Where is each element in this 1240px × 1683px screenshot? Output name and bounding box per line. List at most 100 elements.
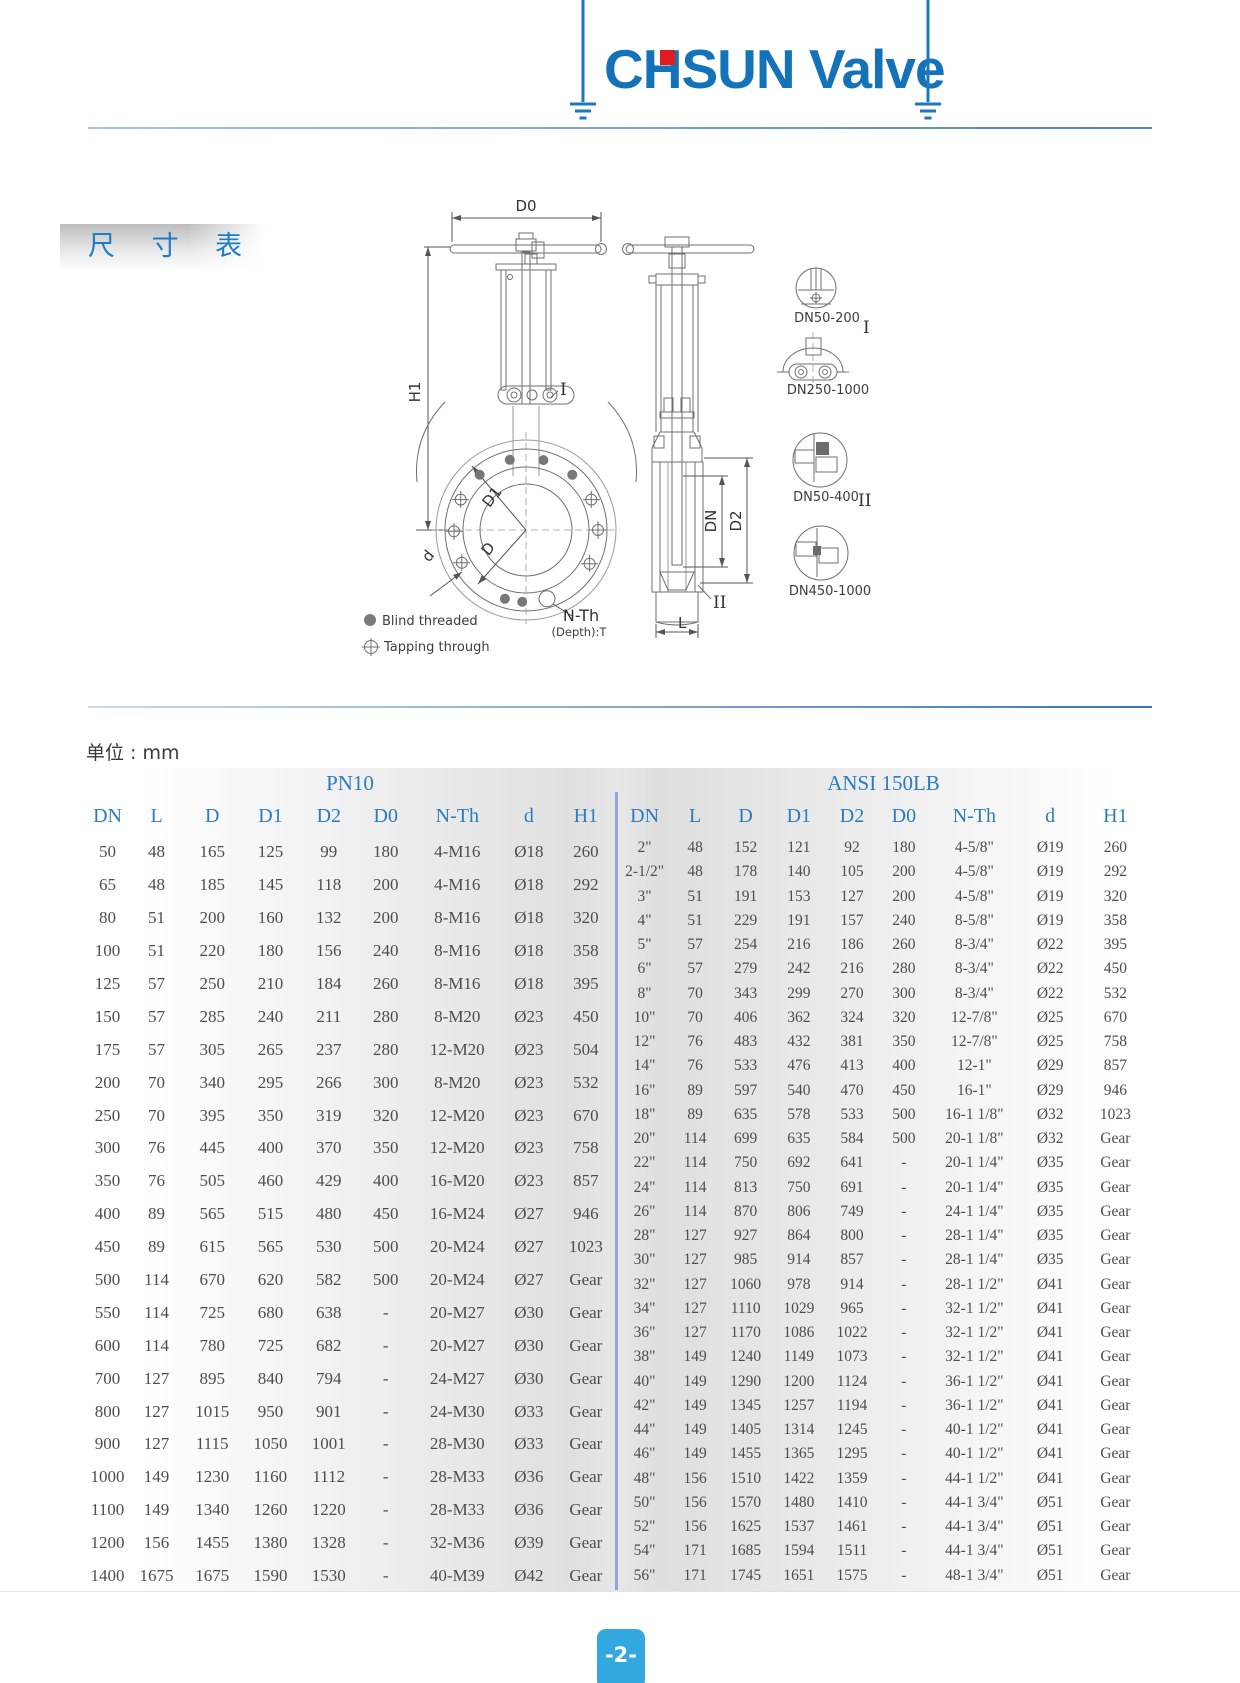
table-cell: 44-1 3/4" <box>945 1493 1004 1511</box>
table-cell: 24-1 1/4" <box>945 1202 1004 1220</box>
table-cell: 500 <box>373 1270 399 1290</box>
table-cell: 100 <box>94 941 121 961</box>
table-row: 14" 76 533 476 413 400 12-1" Ø29 857 <box>618 1054 1150 1078</box>
table-cell: 946 <box>573 1204 599 1224</box>
column-header: DN <box>93 804 122 827</box>
table-cell: 44-1 1/2" <box>945 1469 1004 1487</box>
table-cell: 1194 <box>836 1396 868 1414</box>
table-row: 175 57 305 265 237 280 12-M20 Ø23 504 <box>85 1033 615 1066</box>
table-cell: Gear <box>1100 1566 1131 1584</box>
table-cell: 127 <box>143 1368 170 1388</box>
table-cell: Ø41 <box>1036 1275 1064 1293</box>
table-cell: 292 <box>1103 863 1127 881</box>
table-cell: Ø33 <box>514 1434 544 1454</box>
table-cell: 1160 <box>253 1467 288 1487</box>
table-cell: 46" <box>633 1445 656 1463</box>
table-cell: 180 <box>257 941 284 961</box>
table-cell: 51 <box>687 911 703 929</box>
pn10-title: PN10 <box>326 771 374 795</box>
header-divider <box>88 127 1152 129</box>
table-cell: Gear <box>569 1302 603 1322</box>
table-cell: 44-1 3/4" <box>945 1542 1004 1560</box>
table-cell: Ø19 <box>1036 887 1064 905</box>
table-cell: 149 <box>683 1396 707 1414</box>
column-header: L <box>689 804 702 827</box>
table-cell: 200 <box>892 887 916 905</box>
table-cell: 305 <box>199 1039 225 1059</box>
table-cell: 125 <box>94 974 121 993</box>
table-cell: 32-M36 <box>429 1533 485 1553</box>
table-cell: 395 <box>1103 936 1127 954</box>
table-row: 500 114 670 620 582 500 20-M24 Ø27 Gear <box>85 1264 615 1297</box>
table-cell: 699 <box>734 1130 758 1148</box>
table-row: 1200 156 1455 1380 1328 - 32-M36 Ø39 Gear <box>85 1527 615 1560</box>
table-cell: Gear <box>1100 1275 1131 1293</box>
table-cell: 26" <box>633 1202 656 1220</box>
table-cell: 532 <box>1103 984 1127 1002</box>
table-cell: Ø29 <box>1036 1081 1064 1099</box>
table-cell: 260 <box>573 842 599 862</box>
table-cell: 1023 <box>568 1237 603 1257</box>
detail-dn250-1000-label: DN250-1000 <box>787 383 869 398</box>
dimension-tables: PN10 ANSI 150LB DN L D D1 D2 D0 N-Th d H1 50 48 16… <box>85 768 1150 1592</box>
table-cell: 319 <box>316 1105 342 1125</box>
table-row: 50" 156 1570 1480 1410 - 44-1 3/4" Ø51 Gear <box>618 1491 1150 1515</box>
table-cell: 40-1 1/2" <box>945 1421 1004 1439</box>
table-cell: 1625 <box>730 1518 762 1536</box>
table-cell: Ø35 <box>1036 1202 1064 1220</box>
ansi-table-body: 2" 48 152 121 92 180 4-5/8" Ø19 260 2-1/2" 48 178 14… <box>618 836 1150 1588</box>
table-cell: 48" <box>633 1469 656 1487</box>
table-cell: 914 <box>840 1275 864 1293</box>
table-cell: 250 <box>199 974 225 993</box>
table-cell: 76 <box>148 1171 166 1191</box>
table-cell: Ø42 <box>514 1566 544 1586</box>
tapping-through-icon <box>362 638 380 656</box>
blind-threaded-holes <box>474 454 578 607</box>
table-cell: 670 <box>573 1105 599 1125</box>
table-row: 46" 149 1455 1365 1295 - 40-1 1/2" Ø41 Gear <box>618 1442 1150 1466</box>
table-cell: 429 <box>316 1171 342 1191</box>
table-cell: 160 <box>257 908 284 928</box>
table-cell: Ø36 <box>514 1467 544 1487</box>
table-cell: 800 <box>94 1401 121 1421</box>
table-cell: Gear <box>1100 1542 1131 1560</box>
dim-h1-label: H1 <box>406 382 424 403</box>
units-label: 单位 : mm <box>86 742 180 764</box>
table-cell: 600 <box>94 1335 121 1355</box>
table-cell: 1410 <box>836 1493 868 1511</box>
table-cell: 641 <box>840 1154 864 1172</box>
table-cell: - <box>382 1302 389 1322</box>
table-cell: 1220 <box>311 1500 346 1520</box>
table-cell: 40" <box>633 1372 656 1390</box>
table-cell: 28-M30 <box>429 1434 485 1454</box>
table-row: 28" 127 927 864 800 - 28-1 1/4" Ø35 Gear <box>618 1224 1150 1248</box>
detail-ii-marker: II <box>713 593 726 613</box>
table-cell: 1590 <box>253 1566 288 1586</box>
table-cell: Ø23 <box>514 1105 544 1125</box>
table-row: 150 57 285 240 211 280 8-M20 Ø23 450 <box>85 1000 615 1033</box>
table-cell: 149 <box>683 1348 707 1366</box>
table-cell: 530 <box>316 1237 342 1257</box>
table-cell: 1200 <box>783 1372 815 1390</box>
detail-dn50-400-label: DN50-400 <box>793 490 859 505</box>
table-cell: 500 <box>892 1105 916 1123</box>
table-cell: 8-M20 <box>434 1072 481 1092</box>
table-row: 1100 149 1340 1260 1220 - 28-M33 Ø36 Gear <box>85 1494 615 1527</box>
table-row: 100 51 220 180 156 240 8-M16 Ø18 358 <box>85 935 615 968</box>
table-cell: Ø25 <box>1036 1008 1064 1026</box>
table-cell: 20-1 1/4" <box>945 1178 1004 1196</box>
table-cell: 76 <box>687 1033 703 1051</box>
table-cell: 635 <box>734 1105 758 1123</box>
table-cell: 127 <box>840 887 864 905</box>
table-cell: 8-M16 <box>434 974 481 993</box>
table-cell: 1405 <box>730 1421 762 1439</box>
table-cell: 1001 <box>311 1434 346 1454</box>
table-cell: 156 <box>683 1493 707 1511</box>
table-cell: 725 <box>199 1302 225 1322</box>
table-divider-rule <box>615 792 618 1590</box>
pn10-table-body: 50 48 165 125 99 180 4-M16 Ø18 260 65 48 185 145 118 2… <box>85 836 615 1592</box>
table-cell: Ø41 <box>1036 1469 1064 1487</box>
table-cell: Gear <box>569 1401 603 1421</box>
table-row: 12" 76 483 432 381 350 12-7/8" Ø25 758 <box>618 1030 1150 1054</box>
table-cell: 48-1 3/4" <box>945 1566 1004 1584</box>
